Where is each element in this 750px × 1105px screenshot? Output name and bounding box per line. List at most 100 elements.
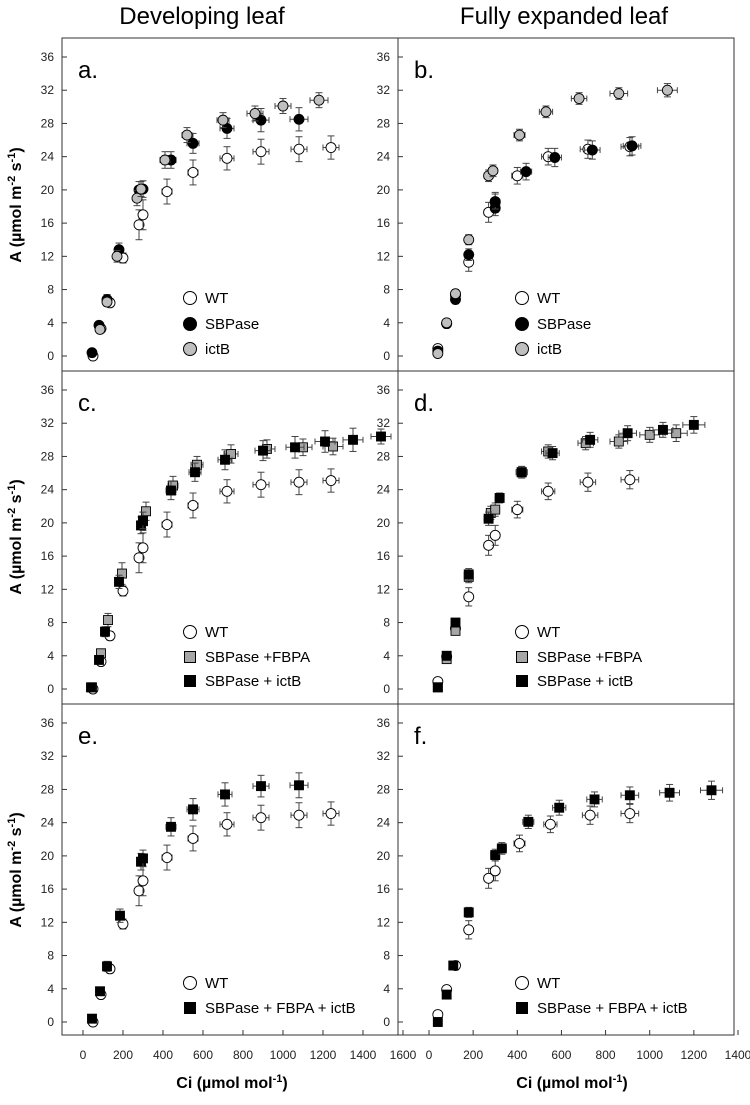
y-tick-label: 20 [377,849,391,863]
x-tick-label: 400 [153,1048,173,1062]
legend-marker [516,1002,528,1014]
y-tick-label: 32 [377,749,391,763]
data-point [582,476,594,488]
data-point [293,143,305,155]
data-point [463,249,475,261]
data-point [220,789,230,800]
panel-f: 0 4 8 12 16 20 24 28 32 36 0 200 400 600 800 1000 1200 14… [377,703,750,1062]
data-point [220,454,230,465]
y-axis-label: A (µmol m-2 s-1) [6,479,25,594]
data-point [325,808,337,819]
data-point [520,166,532,178]
x-tick-label: 0 [426,1048,433,1062]
legend-label: SBPase + FBPA + ictB [537,1000,688,1017]
data-point [483,513,494,524]
y-tick-label: 32 [377,416,391,430]
y-tick-label: 4 [47,316,54,330]
y-tick-label: 4 [47,982,54,996]
y-tick-label: 20 [41,849,55,863]
y-tick-label: 16 [41,549,55,563]
y-tick-label: 4 [47,649,54,663]
data-point [190,467,200,478]
data-point [249,108,261,119]
y-tick-label: 16 [41,216,55,230]
data-point [221,485,233,497]
data-point [487,165,499,177]
panel-c: 0 4 8 12 16 20 24 28 32 36 c. WT SBPase +FBPA SBPase … [41,370,399,705]
data-point [441,650,452,661]
legend-label: SBPase [537,316,591,333]
data-point [511,170,523,182]
data-point [293,476,305,488]
data-point [511,504,523,516]
data-point [490,504,501,515]
x-tick-label: 200 [113,1048,133,1062]
y-tick-label: 12 [41,249,55,263]
series-ictb [94,92,329,335]
legend-label: SBPase +FBPA [537,649,642,666]
data-point [320,436,330,447]
y-tick-label: 0 [47,349,54,363]
x-tick-label: 1000 [270,1048,297,1062]
y-tick-label: 16 [377,216,391,230]
data-point [432,1017,443,1027]
y-tick-label: 36 [41,50,55,64]
data-point [138,515,148,526]
data-point [624,790,635,801]
y-tick-label: 20 [41,516,55,530]
y-tick-label: 28 [377,116,391,130]
y-tick-label: 32 [41,416,55,430]
data-point [86,347,98,359]
y-tick-label: 16 [377,882,391,896]
y-tick-label: 20 [41,183,55,197]
data-point [589,794,600,805]
data-point [325,142,337,153]
y-tick-label: 36 [377,716,391,730]
y-tick-label: 16 [377,549,391,563]
y-tick-label: 24 [377,483,391,497]
y-tick-label: 0 [47,1015,54,1029]
y-tick-label: 32 [41,749,55,763]
data-point [258,445,268,456]
legend-marker [516,651,528,663]
data-point [100,626,110,637]
y-tick-label: 8 [383,283,390,297]
x-tick-label: 800 [596,1048,616,1062]
panel-label: a. [78,57,98,84]
data-point [688,419,699,430]
data-point [573,93,585,104]
panel-d: 0 4 8 12 16 20 24 28 32 36 d. WT SBPase +FBPA SBPase … [377,370,735,705]
data-point [514,129,525,141]
legend-marker [183,625,197,639]
legend-marker [184,675,196,687]
panel-b: 0 4 8 12 16 20 24 28 32 36 b. WT SBPase ictB [377,37,735,372]
panel-a: 0 4 8 12 16 20 24 28 32 36 a. WT SBPase ictB [41,37,399,372]
legend: WT SBPase +FBPA SBPase + ictB [183,624,310,690]
y-tick-label: 8 [383,949,390,963]
y-tick-label: 24 [377,150,391,164]
y-tick-label: 8 [47,949,54,963]
legend-marker [183,342,197,356]
data-point [554,802,565,813]
data-point [586,144,598,156]
data-point [102,961,112,972]
x-tick-label: 1400 [725,1048,750,1062]
y-tick-label: 4 [383,982,390,996]
data-point [293,113,305,125]
y-tick-label: 12 [41,582,55,596]
x-tick-label: 1400 [350,1048,377,1062]
data-point [490,850,501,861]
y-tick-label: 36 [377,50,391,64]
y-tick-label: 36 [377,383,391,397]
data-point [540,106,552,118]
data-point [294,780,304,791]
y-axis-label: A (µmol m-2 s-1) [6,147,25,262]
data-point [544,818,556,830]
data-point [463,924,475,936]
y-axis-label: A (µmol m-2 s-1) [6,812,25,927]
legend-marker [515,291,529,305]
legend-marker [515,317,529,331]
data-point [103,615,113,626]
